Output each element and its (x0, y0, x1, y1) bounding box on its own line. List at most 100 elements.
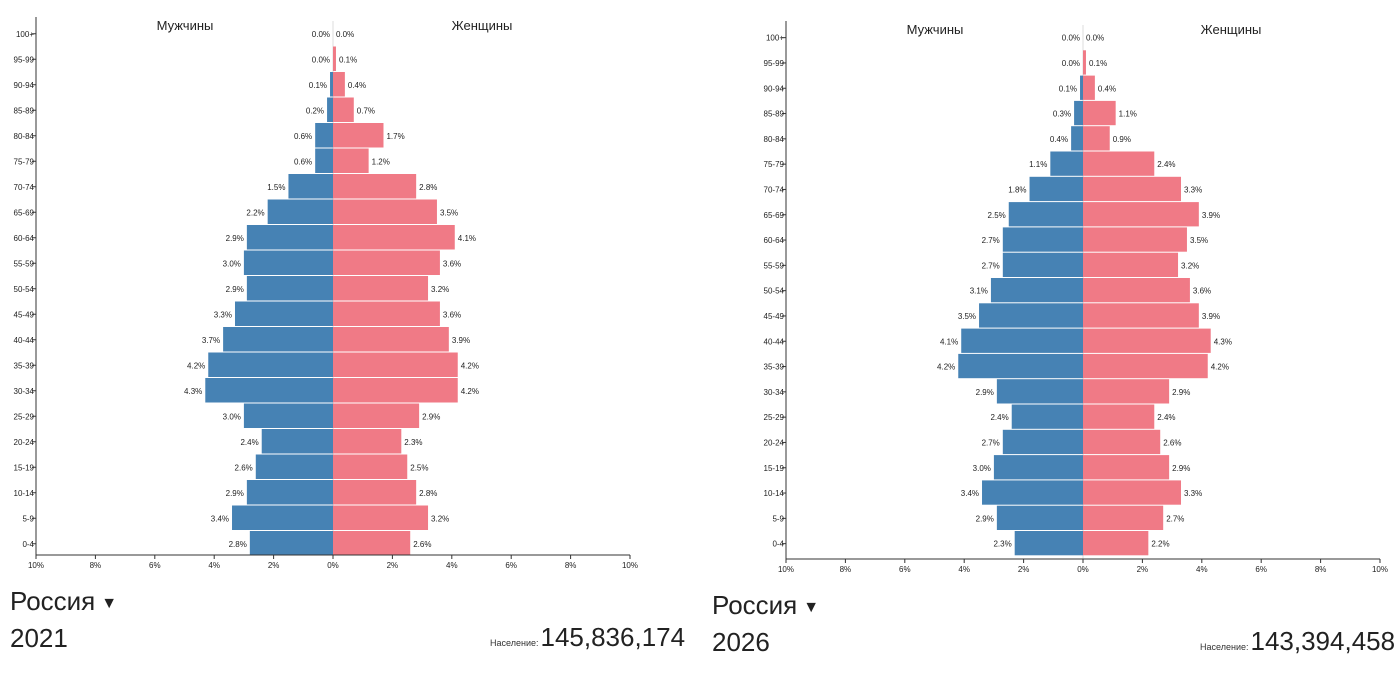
female-value-label: 1.2% (372, 157, 390, 166)
country-name: Россия (10, 586, 96, 616)
female-value-label: 2.4% (1157, 160, 1175, 169)
female-value-label: 0.1% (339, 55, 357, 64)
male-bar (1011, 404, 1083, 429)
country-name: Россия (712, 590, 798, 620)
female-header-label: Женщины (452, 18, 513, 33)
male-value-label: 0.0% (312, 30, 330, 39)
x-tick-label: 10% (778, 565, 794, 574)
age-group-label: 0-4 (772, 540, 784, 549)
male-bar (246, 276, 333, 301)
x-tick-label: 0% (1077, 565, 1089, 574)
age-group-label: 10-14 (14, 489, 35, 498)
female-value-label: 2.8% (419, 183, 437, 192)
male-bar (327, 97, 333, 122)
male-value-label: 2.6% (235, 463, 253, 472)
age-group-label: 50-54 (14, 285, 35, 294)
population-value: 143,394,458 (1250, 626, 1396, 656)
female-value-label: 0.0% (1086, 34, 1104, 43)
female-value-label: 3.6% (443, 259, 461, 268)
age-group-label: 90-94 (14, 81, 35, 90)
male-value-label: 2.9% (976, 514, 994, 523)
country-selector[interactable]: Россия ▼ (712, 590, 819, 621)
male-bar (958, 353, 1083, 379)
population-readout: Население:145,836,174 (490, 622, 685, 653)
male-bar (1080, 75, 1083, 100)
female-value-label: 3.2% (431, 285, 449, 294)
male-bar (261, 429, 333, 454)
age-group-label: 45-49 (14, 310, 35, 319)
female-value-label: 4.2% (1211, 363, 1229, 372)
female-value-label: 0.9% (1113, 135, 1131, 144)
age-group-label: 80-84 (14, 132, 35, 141)
dropdown-caret-icon: ▼ (803, 599, 820, 616)
male-bar (982, 480, 1083, 505)
male-bar (267, 199, 333, 224)
male-bar (288, 174, 333, 199)
male-value-label: 0.0% (1062, 59, 1080, 68)
x-tick-label: 8% (90, 561, 102, 570)
male-bar (1008, 202, 1083, 227)
female-bar (1083, 303, 1199, 328)
female-bar (333, 454, 408, 479)
female-bar (1083, 227, 1187, 252)
male-bar (208, 352, 333, 377)
female-value-label: 2.7% (1166, 514, 1184, 523)
female-value-label: 3.3% (1184, 489, 1202, 498)
female-bar (333, 174, 417, 199)
female-value-label: 2.6% (1163, 438, 1181, 447)
pyramid-panel-2026: Мужчины Женщины 100+ 0.0% 0.0% 95-99 0.0% 0.1% 9… (700, 0, 1396, 677)
female-bar (1083, 455, 1170, 480)
age-group-label: 65-69 (764, 211, 785, 220)
female-bar (1083, 176, 1182, 202)
male-value-label: 3.0% (223, 412, 241, 421)
age-group-label: 70-74 (14, 183, 35, 192)
age-group-label: 15-19 (764, 464, 785, 473)
x-tick-label: 4% (208, 561, 220, 570)
x-tick-label: 2% (387, 561, 399, 570)
female-bar (1083, 126, 1110, 151)
female-bar (333, 429, 402, 454)
age-group-label: 55-59 (764, 261, 785, 270)
age-group-label: 55-59 (14, 259, 35, 268)
male-bar (1050, 151, 1083, 176)
male-value-label: 4.2% (937, 363, 955, 372)
female-bar (1083, 505, 1164, 530)
male-value-label: 2.7% (982, 438, 1000, 447)
male-bar (330, 72, 333, 97)
dropdown-caret-icon: ▼ (101, 595, 118, 612)
age-group-label: 100+ (16, 30, 34, 39)
female-value-label: 4.2% (461, 361, 479, 370)
female-value-label: 3.9% (452, 336, 470, 345)
male-value-label: 0.0% (312, 55, 330, 64)
female-value-label: 2.5% (410, 463, 428, 472)
female-bar (1083, 100, 1116, 126)
male-bar (246, 225, 333, 250)
male-bar (1029, 176, 1083, 202)
female-bar (333, 148, 369, 173)
age-group-label: 20-24 (14, 438, 35, 447)
x-tick-label: 8% (1315, 565, 1327, 574)
female-value-label: 4.3% (1214, 337, 1232, 346)
x-tick-label: 10% (28, 561, 44, 570)
x-tick-label: 4% (446, 561, 458, 570)
female-bar (333, 276, 429, 301)
male-value-label: 4.3% (184, 387, 202, 396)
male-bar (1002, 429, 1083, 455)
year-label: 2026 (712, 627, 770, 657)
x-tick-label: 2% (1018, 565, 1030, 574)
male-value-label: 3.4% (211, 514, 229, 523)
age-group-label: 90-94 (764, 84, 785, 93)
female-bar (333, 250, 440, 275)
female-bar (1083, 252, 1179, 277)
age-group-label: 20-24 (764, 438, 785, 447)
female-bar (1083, 480, 1182, 505)
country-selector[interactable]: Россия ▼ (10, 586, 117, 617)
male-header-label: Мужчины (907, 22, 964, 37)
male-value-label: 2.7% (982, 261, 1000, 270)
x-tick-label: 6% (505, 561, 517, 570)
female-bar (333, 505, 429, 530)
x-tick-label: 8% (565, 561, 577, 570)
female-value-label: 3.3% (1184, 185, 1202, 194)
x-tick-label: 6% (899, 565, 911, 574)
male-bar (979, 303, 1083, 328)
